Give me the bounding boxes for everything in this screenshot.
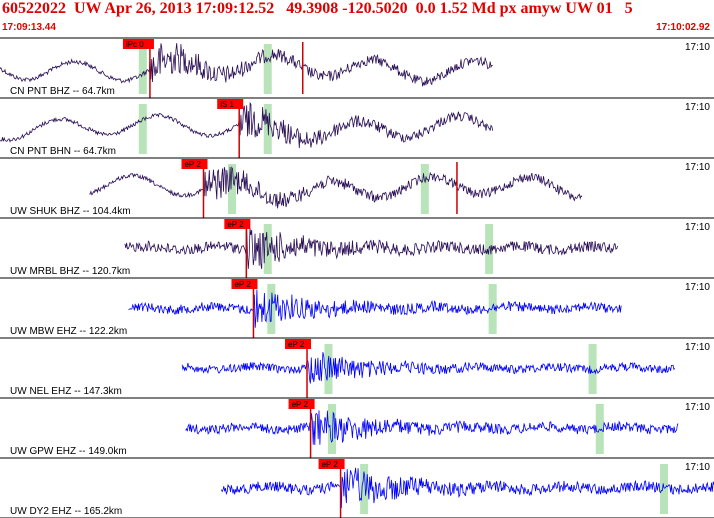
pick-label-text: eP 2 (288, 340, 305, 349)
waveform-trace (0, 101, 494, 149)
station-label: CN PNT BHN -- 64.7km (10, 146, 116, 157)
window-marker (138, 44, 147, 94)
trace-panel[interactable]: iPc 0 CN PNT BHZ -- 64.7km 17:10 (0, 37, 714, 98)
window-marker (263, 224, 272, 274)
window-marker (488, 284, 497, 334)
pick-label-bg (285, 339, 312, 349)
trace-panel[interactable]: eP 2 UW GPW EHZ -- 149.0km 17:10 (0, 397, 714, 458)
waveform-trace (181, 352, 676, 384)
station-label: UW SHUK BHZ -- 104.4km (10, 206, 131, 217)
window-marker (324, 344, 333, 394)
window-marker (328, 404, 337, 454)
window-marker (360, 464, 369, 514)
trace-panel[interactable]: eP 2 UW MBW EHZ -- 122.2km 17:10 (0, 277, 714, 338)
panel-time-label: 17:10 (685, 222, 710, 233)
pick-label-text: eP 2 (184, 160, 201, 169)
panel-time-label: 17:10 (685, 342, 710, 353)
pick-label-text: eP 2 (322, 460, 339, 469)
pick-label-text: eP 2 (292, 400, 309, 409)
window-marker (228, 164, 237, 214)
waveform-trace (220, 467, 714, 509)
pick-label[interactable]: eP 2 (318, 459, 345, 469)
event-header: 60522022 UW Apr 26, 2013 17:09:12.52 49.… (0, 0, 714, 36)
pick-label[interactable]: eP 2 (181, 159, 208, 169)
waveform-trace (128, 289, 622, 328)
window-marker (138, 104, 147, 154)
window-marker (588, 344, 597, 394)
time-start: 17:09:13.44 (2, 22, 56, 33)
trace-panel[interactable]: eP 2 UW NEL EHZ -- 147.3km 17:10 (0, 337, 714, 398)
panel-time-label: 17:10 (685, 102, 710, 113)
pick-label-text: eP 2 (234, 280, 251, 289)
time-end: 17:10:02.92 (656, 22, 710, 33)
trace-panel[interactable]: eP 2 UW SHUK BHZ -- 104.4km 17:10 (0, 157, 714, 218)
pick-label[interactable]: eP 2 (285, 339, 312, 349)
pick-label-bg (318, 459, 345, 469)
pick-label-bg (217, 99, 244, 109)
window-marker (420, 164, 429, 214)
pick-label-bg (122, 39, 154, 49)
pick-label-bg (288, 399, 315, 409)
panel-time-label: 17:10 (685, 42, 710, 53)
trace-panel[interactable]: eP 2 UW DY2 EHZ -- 165.2km 17:10 (0, 457, 714, 518)
waveform-trace (185, 410, 679, 446)
window-marker (660, 464, 669, 514)
panel-time-label: 17:10 (685, 162, 710, 173)
window-marker (263, 44, 272, 94)
station-label: UW DY2 EHZ -- 165.2km (10, 506, 122, 517)
station-label: UW MRBL BHZ -- 120.7km (10, 266, 130, 277)
pick-label[interactable]: iS 1 (217, 99, 244, 109)
trace-panel[interactable]: iS 1 CN PNT BHN -- 64.7km 17:10 (0, 97, 714, 158)
pick-label[interactable]: eP 2 (288, 399, 315, 409)
pick-label-bg (231, 279, 258, 289)
event-title: 60522022 UW Apr 26, 2013 17:09:12.52 49.… (2, 0, 633, 17)
panel-time-label: 17:10 (685, 282, 710, 293)
pick-label[interactable]: eP 2 (224, 219, 251, 229)
station-label: CN PNT BHZ -- 64.7km (10, 86, 115, 97)
station-label: UW GPW EHZ -- 149.0km (10, 446, 127, 457)
waveform-trace (124, 225, 618, 270)
pick-label-text: iS 1 (220, 100, 234, 109)
pick-label[interactable]: eP 2 (231, 279, 258, 289)
waveform-trace (89, 166, 583, 209)
pick-label-bg (224, 219, 251, 229)
pick-label-bg (181, 159, 208, 169)
station-label: UW MBW EHZ -- 122.2km (10, 326, 127, 337)
pick-label[interactable]: iPc 0 (122, 39, 154, 49)
station-label: UW NEL EHZ -- 147.3km (10, 386, 122, 397)
panel-time-label: 17:10 (685, 402, 710, 413)
pick-label-text: iPc 0 (126, 40, 144, 49)
pick-label-text: eP 2 (227, 220, 244, 229)
waveform-trace (0, 43, 493, 87)
panel-time-label: 17:10 (685, 462, 710, 473)
trace-panel[interactable]: eP 2 UW MRBL BHZ -- 120.7km 17:10 (0, 217, 714, 278)
